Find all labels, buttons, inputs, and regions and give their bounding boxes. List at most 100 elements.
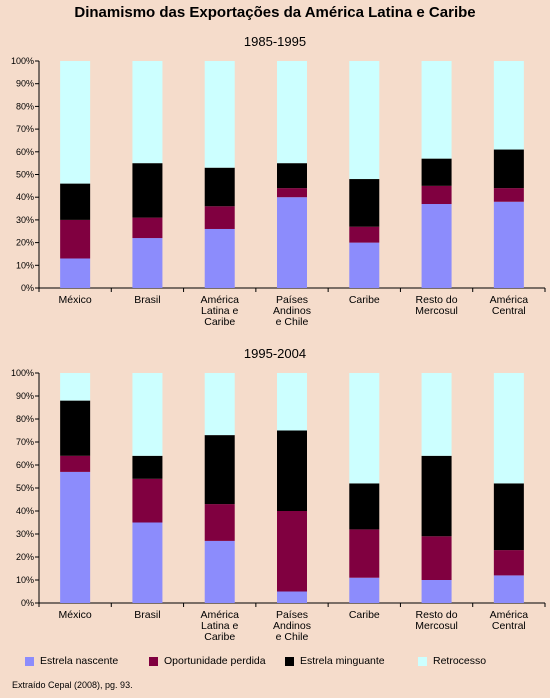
bar-segment [132,217,163,239]
y-tick-label: 90% [16,391,34,401]
bar-segment [132,522,163,603]
y-tick-label: 80% [16,414,34,424]
bar-segment [60,455,91,472]
legend-item-retrocesso: Retrocesso [418,655,486,667]
bar-segment [493,373,524,484]
x-category-label: Mercosul [415,305,458,317]
legend-label: Estrela nascente [40,655,119,667]
bar-segment [493,483,524,551]
x-category-label: Andinos [273,620,311,632]
bar-segment [349,529,380,578]
y-tick-label: 40% [16,506,34,516]
x-category-label: Caribe [349,294,380,306]
bar-segment [349,483,380,530]
x-category-label: Andinos [273,305,311,317]
y-tick-label: 30% [16,529,34,539]
y-tick-label: 10% [16,575,34,585]
x-category-label: Países [276,294,308,306]
x-category-label: México [59,294,92,306]
y-tick-label: 30% [16,215,34,225]
bar-segment [349,373,380,484]
bar-segment [277,430,307,511]
x-category-label: Caribe [204,631,235,643]
y-tick-label: 50% [16,170,34,180]
bar-segment [421,580,452,603]
bar-segment [349,577,380,603]
bar-segment [421,185,452,205]
bar-segment [60,373,91,401]
y-tick-label: 0% [21,598,34,608]
legend-swatch [149,656,158,666]
x-category-label: Central [492,305,526,317]
x-category-label: Resto do [416,609,458,621]
bar-segment [421,61,452,159]
bar-segment [349,61,380,180]
x-category-label: Latina e [201,305,239,317]
y-tick-label: 90% [16,79,34,89]
chart-main-title: Dinamismo das Exportações da América Lat… [74,4,476,21]
x-category-label: Central [492,620,526,632]
bar-segment [204,167,235,207]
bar-segment [60,400,91,456]
bar-segment [277,197,307,288]
x-category-label: Caribe [204,316,235,328]
bar-segment [493,61,524,150]
y-tick-label: 50% [16,483,34,493]
y-tick-label: 20% [16,552,34,562]
x-category-label: Resto do [416,294,458,306]
legend-swatch [418,656,427,666]
bar-segment [60,258,91,288]
x-category-label: Mercosul [415,620,458,632]
bar-segment [277,163,307,189]
bar-segment [132,238,163,288]
bar-segment [277,188,307,198]
chart-legend: Estrela nascente Oportunidade perdida Es… [25,655,545,671]
bar-segment [132,61,163,164]
bar-segment [204,206,235,229]
legend-swatch [25,656,34,666]
bar-segment [204,373,235,436]
bar-segment [493,149,524,189]
x-category-label: América [200,294,239,306]
bar-segment [60,219,91,259]
bar-segment [204,504,235,541]
legend-item-oportunidade-perdida: Oportunidade perdida [149,655,266,667]
bar-segment [421,373,452,456]
bar-segment [277,591,307,603]
x-category-label: México [59,609,92,621]
bar-segment [204,228,235,288]
bar-segment [132,478,163,523]
y-tick-label: 60% [16,460,34,470]
legend-item-estrela-nascente: Estrela nascente [25,655,118,667]
y-tick-label: 10% [16,260,34,270]
x-category-label: Caribe [349,609,380,621]
bar-segment [493,201,524,288]
bar-segment [421,158,452,186]
x-category-label: América [200,609,239,621]
y-tick-label: 100% [11,368,34,378]
chart-1-title: 1985-1995 [243,34,307,49]
bar-segment [204,61,235,168]
y-tick-label: 80% [16,101,34,111]
bar-segment [132,455,163,479]
bar-segment [204,540,235,603]
bar-segment [493,550,524,576]
y-tick-label: 60% [16,147,34,157]
legend-swatch [285,656,294,666]
bar-segment [204,435,235,505]
legend-label: Oportunidade perdida [164,655,266,667]
x-category-label: e Chile [276,316,309,328]
y-tick-label: 20% [16,238,34,248]
bar-segment [349,226,380,243]
x-category-label: Brasil [134,294,160,306]
legend-item-estrela-minguante: Estrela minguante [285,655,385,667]
bar-segment [421,455,452,537]
bar-segment [60,61,91,184]
bar-segment [277,61,307,164]
bar-segment [493,575,524,603]
x-category-label: América [490,294,529,306]
x-category-label: Países [276,609,308,621]
bar-segment [132,373,163,456]
